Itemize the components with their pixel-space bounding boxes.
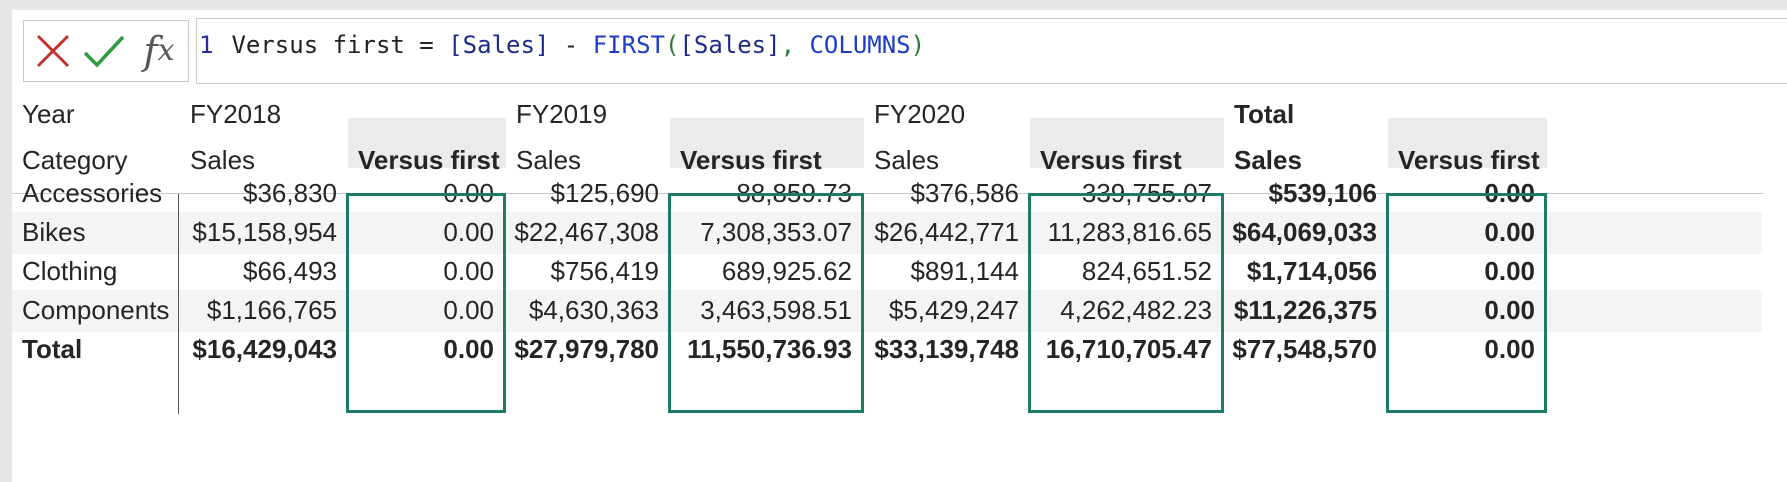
table-cell[interactable]: 0.00 — [1484, 256, 1535, 286]
table-cell[interactable]: $125,690 — [550, 178, 659, 208]
fx-letter: f — [143, 29, 158, 73]
table-cell[interactable]: $64,069,033 — [1232, 217, 1377, 247]
formula-token: FIRST — [592, 31, 665, 59]
total-row-label[interactable]: Total — [22, 334, 83, 364]
total-cell[interactable]: 16,710,705.47 — [1045, 334, 1212, 364]
table-cell[interactable]: 689,925.62 — [721, 256, 852, 286]
table-cell[interactable]: $376,586 — [910, 178, 1019, 208]
versus-first-highlight-box — [346, 193, 506, 413]
header-shade — [670, 118, 864, 168]
versus-first-highlight-box — [1028, 193, 1224, 413]
versus-first-highlight-box — [1386, 193, 1547, 413]
row-stripe — [12, 290, 1762, 332]
row-label[interactable]: Bikes — [22, 217, 86, 247]
table-cell[interactable]: $891,144 — [910, 256, 1019, 286]
table-cell[interactable]: 4,262,482.23 — [1060, 295, 1212, 325]
table-cell[interactable]: 0.00 — [443, 256, 494, 286]
table-cell[interactable]: 0.00 — [443, 217, 494, 247]
table-cell[interactable]: $5,429,247 — [888, 295, 1019, 325]
column-header-year[interactable]: FY2019 — [516, 99, 608, 129]
total-cell[interactable]: $77,548,570 — [1232, 334, 1377, 364]
table-cell[interactable]: $22,467,308 — [514, 217, 659, 247]
table-cell[interactable]: 0.00 — [443, 295, 494, 325]
formula-token: [Sales] — [679, 31, 781, 59]
table-cell[interactable]: 3,463,598.51 — [700, 295, 852, 325]
total-cell[interactable]: 11,550,736.93 — [687, 334, 852, 364]
table-cell[interactable]: $66,493 — [243, 256, 337, 286]
row-header-year: Year — [22, 99, 75, 129]
formula-token: [Sales] — [448, 31, 550, 59]
table-cell[interactable]: $756,419 — [550, 256, 659, 286]
column-header-year[interactable]: Total — [1234, 99, 1295, 129]
column-header-year[interactable]: FY2020 — [874, 99, 966, 129]
header-shade — [1388, 118, 1547, 168]
total-cell[interactable]: $16,429,043 — [192, 334, 337, 364]
column-header-versus-first[interactable]: Versus first — [358, 145, 500, 175]
column-header-versus-first[interactable]: Versus first — [1040, 145, 1182, 175]
table-cell[interactable]: $1,714,056 — [1246, 256, 1377, 286]
fx-subscript: x — [157, 33, 175, 68]
formula-token: , — [780, 31, 810, 59]
column-header-year[interactable]: FY2018 — [190, 99, 282, 129]
total-cell[interactable]: $33,139,748 — [874, 334, 1019, 364]
column-header-sales[interactable]: Sales — [874, 145, 940, 175]
table-cell[interactable]: 0.00 — [1484, 295, 1535, 325]
row-stripe — [12, 212, 1762, 254]
table-cell[interactable]: $36,830 — [243, 178, 337, 208]
formula-token: ) — [910, 31, 926, 59]
table-cell[interactable]: 0.00 — [1484, 217, 1535, 247]
table-cell[interactable]: $26,442,771 — [874, 217, 1019, 247]
table-cell[interactable]: $4,630,363 — [528, 295, 659, 325]
formula-token: COLUMNS — [809, 31, 911, 59]
row-label[interactable]: Accessories — [22, 178, 163, 208]
formula-input[interactable]: 1 Versus first = [Sales] - FIRST([Sales],… — [196, 18, 1787, 84]
total-cell[interactable]: $27,979,780 — [514, 334, 659, 364]
commit-check-icon[interactable] — [78, 29, 130, 73]
cancel-icon[interactable] — [30, 29, 76, 73]
table-cell[interactable]: 11,283,816.65 — [1047, 217, 1212, 247]
line-number: 1 — [199, 31, 214, 59]
table-cell[interactable]: $539,106 — [1268, 178, 1377, 208]
header-shade — [348, 118, 506, 168]
formula-token: - — [549, 31, 593, 59]
row-label[interactable]: Components — [22, 295, 170, 325]
formula-token: Versus first = — [231, 31, 449, 59]
row-header-category: Category — [22, 145, 128, 175]
header-divider-line — [12, 193, 1764, 194]
column-header-sales[interactable]: Sales — [516, 145, 582, 175]
column-header-sales[interactable]: Sales — [1234, 145, 1302, 175]
row-label[interactable]: Clothing — [22, 256, 118, 286]
table-cell[interactable]: 7,308,353.07 — [700, 217, 852, 247]
table-cell[interactable]: $1,166,765 — [206, 295, 337, 325]
header-shade — [1030, 118, 1224, 168]
total-cell[interactable]: 0.00 — [1484, 334, 1535, 364]
table-cell[interactable]: 824,651.52 — [1081, 256, 1212, 286]
formula-text: Versus first = [Sales] - FIRST([Sales], … — [231, 31, 925, 59]
total-cell[interactable]: 0.00 — [443, 334, 494, 364]
column-header-versus-first[interactable]: Versus first — [680, 145, 822, 175]
row-header-divider — [178, 194, 179, 414]
versus-first-highlight-box — [668, 193, 864, 413]
formula-token: ( — [664, 31, 680, 59]
table-cell[interactable]: $15,158,954 — [192, 217, 337, 247]
table-cell[interactable]: $11,226,375 — [1233, 295, 1377, 325]
column-header-sales[interactable]: Sales — [190, 145, 256, 175]
column-header-versus-first[interactable]: Versus first — [1398, 145, 1540, 175]
